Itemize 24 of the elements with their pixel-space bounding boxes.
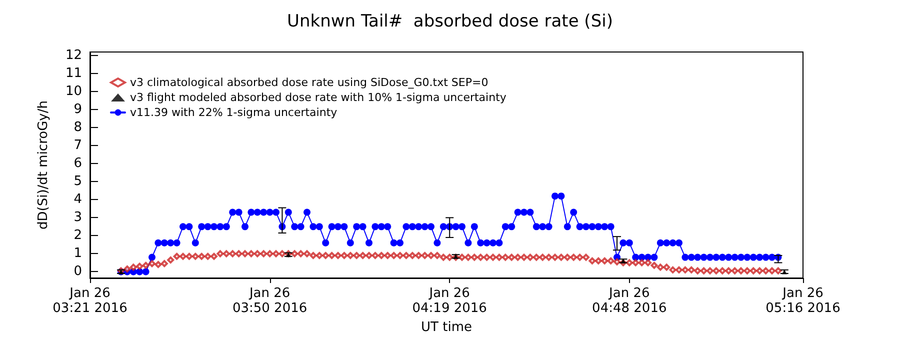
chart-title: Unknwn Tail# absorbed dose rate (Si) bbox=[287, 12, 613, 32]
y-tick-label: 5 bbox=[74, 174, 82, 190]
legend-label: v3 climatological absorbed dose rate using SiDose_G0.txt SEP=0 bbox=[130, 76, 488, 89]
y-tick-label: 7 bbox=[74, 138, 82, 154]
x-tick-label: Jan 26 03:50 2016 bbox=[232, 286, 308, 316]
x-tick-label: Jan 26 04:19 2016 bbox=[412, 286, 487, 316]
y-tick-label: 8 bbox=[74, 120, 82, 136]
x-tick-label: Jan 26 05:16 2016 bbox=[766, 286, 840, 316]
legend-label: v3 flight modeled absorbed dose rate with 10% 1-sigma uncertainty bbox=[130, 91, 507, 104]
legend-label: v11.39 with 22% 1-sigma uncertainty bbox=[130, 106, 338, 119]
y-tick-label: 2 bbox=[74, 228, 82, 244]
x-tick-label: Jan 26 03:21 2016 bbox=[52, 286, 128, 316]
y-tick-label: 6 bbox=[74, 156, 82, 172]
y-tick-label: 10 bbox=[65, 84, 82, 100]
x-axis-title: UT time bbox=[421, 320, 472, 335]
y-axis-title: dD(Si)/dt microGy/h bbox=[36, 100, 51, 230]
y-tick-label: 12 bbox=[65, 48, 82, 64]
y-tick-label: 9 bbox=[74, 102, 82, 118]
y-tick-label: 1 bbox=[74, 246, 82, 262]
y-tick-label: 4 bbox=[74, 192, 82, 208]
y-tick-label: 3 bbox=[74, 210, 82, 226]
y-tick-label: 0 bbox=[74, 264, 82, 280]
y-tick-label: 11 bbox=[65, 66, 82, 82]
x-tick-label: Jan 26 04:48 2016 bbox=[592, 286, 667, 316]
